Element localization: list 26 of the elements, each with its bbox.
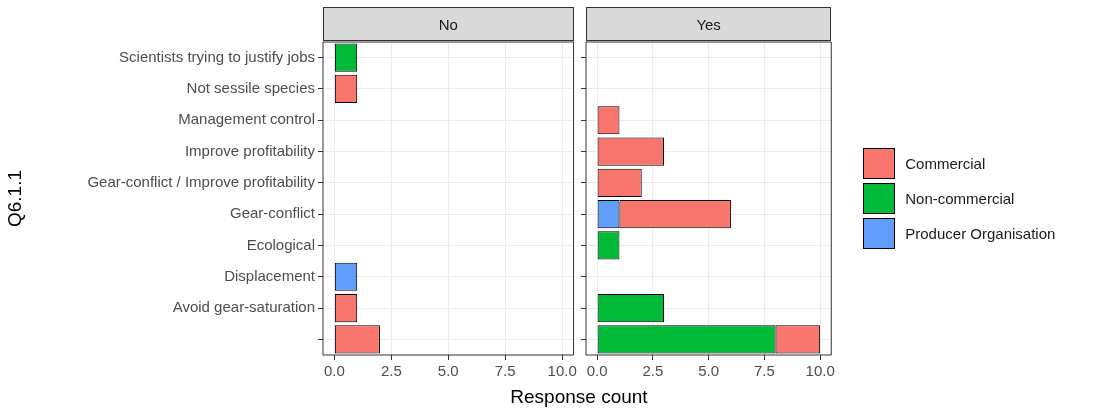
- x-tick-label: 2.5: [642, 362, 664, 380]
- y-tick-label: Improve profitability: [184, 141, 316, 159]
- y-tick-label: Avoid gear-saturation: [172, 298, 315, 316]
- y-tick-label: Gear-conflict: [229, 204, 316, 222]
- legend-label: Commercial: [905, 155, 986, 172]
- x-tick-label: 10.0: [805, 362, 835, 380]
- y-tick-label: Management control: [178, 110, 315, 128]
- chart-title: Yes: [586, 7, 832, 41]
- x-tick-label: 2.5: [380, 362, 402, 380]
- y-tick-label: Displacement: [224, 266, 316, 284]
- x-tick-label: 7.5: [753, 362, 775, 380]
- chart-title: No: [323, 7, 574, 41]
- x-tick-label: 0.0: [323, 362, 345, 380]
- x-tick-label: 5.0: [698, 362, 720, 380]
- x-axis-title: Response count: [510, 386, 648, 408]
- y-tick-label: Gear-conflict / Improve profitability: [87, 172, 316, 190]
- x-tick-label: 5.0: [437, 362, 459, 380]
- y-tick-label: Scientists trying to justify jobs: [119, 47, 315, 65]
- y-tick-label: Not sessile species: [186, 79, 315, 97]
- x-tick-label: 10.0: [547, 362, 577, 380]
- y-tick-label: Ecological: [246, 235, 315, 253]
- y-axis-title: Q6.1.1: [3, 169, 25, 228]
- x-tick-label: 7.5: [494, 362, 516, 380]
- x-tick-label: 0.0: [586, 362, 608, 380]
- legend-label: Non-commercial: [905, 190, 1015, 207]
- legend-label: Producer Organisation: [905, 225, 1056, 242]
